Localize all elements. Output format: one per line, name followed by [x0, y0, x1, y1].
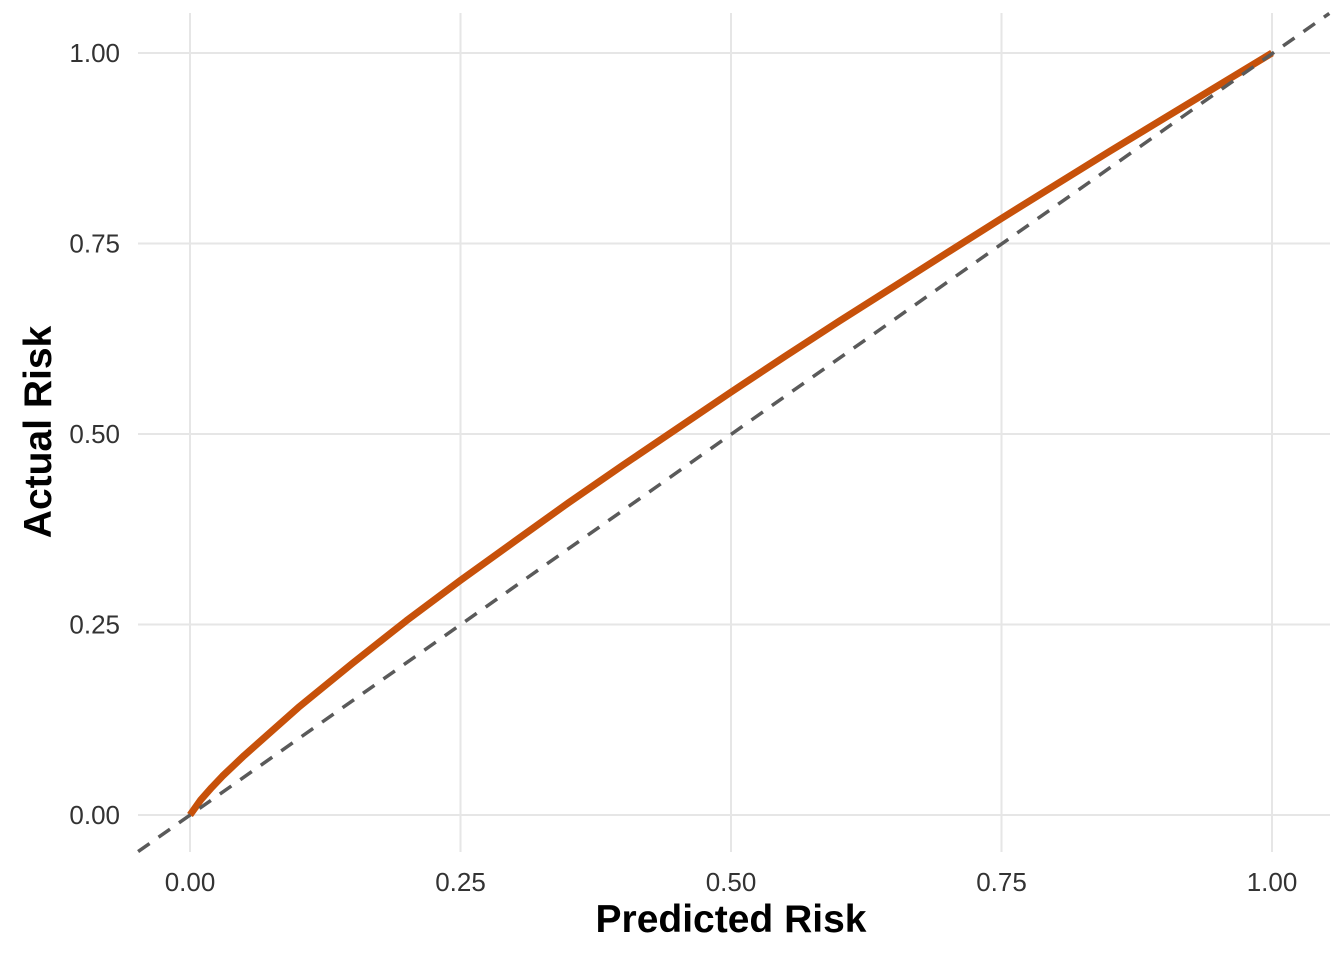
- y-tick-label: 0.75: [69, 229, 120, 259]
- x-tick-label: 0.75: [976, 867, 1027, 897]
- x-tick-label: 1.00: [1247, 867, 1298, 897]
- y-axis-title: Actual Risk: [17, 325, 60, 538]
- y-tick-label: 0.00: [69, 800, 120, 830]
- gridlines: [138, 13, 1330, 852]
- x-tick-label: 0.25: [435, 867, 486, 897]
- ideal-reference-line: [137, 11, 1331, 854]
- y-tick-label: 1.00: [69, 38, 120, 68]
- y-tick-label: 0.25: [69, 610, 120, 640]
- x-tick-label: 0.50: [706, 867, 757, 897]
- axis-tick-labels: 0.00 0.25 0.50 0.75 1.00 0.00 0.25 0.50 0.75 1.00: [69, 38, 1297, 897]
- x-tick-label: 0.00: [165, 867, 216, 897]
- x-axis-title: Predicted Risk: [596, 898, 867, 941]
- series-lines: [137, 11, 1331, 854]
- calibration-curve: [187, 50, 1274, 818]
- y-tick-label: 0.50: [69, 419, 120, 449]
